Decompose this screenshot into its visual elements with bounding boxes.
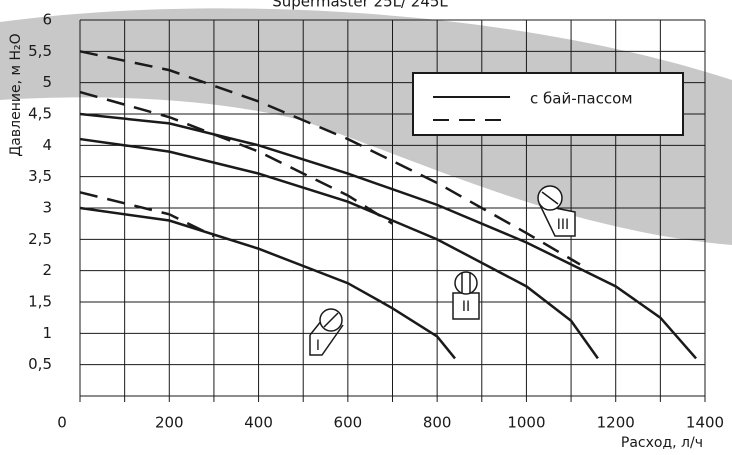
curve: [80, 208, 455, 358]
y-axis-label: Давление, м H₂O: [8, 33, 24, 156]
x-tick-label: 800: [423, 414, 452, 432]
x-tick-label: 0: [57, 414, 67, 432]
y-tick-label: 4,5: [28, 105, 52, 123]
x-tick-label: 1000: [507, 414, 545, 432]
x-tick-label: 600: [334, 414, 363, 432]
chart-title: Supermaster 25L/ 245L: [272, 0, 448, 11]
y-tick-label: 2,5: [28, 230, 52, 248]
curve: [80, 192, 214, 236]
x-tick-label: 1400: [686, 414, 724, 432]
y-tick-label: 6: [42, 11, 52, 29]
x-tick-label: 200: [155, 414, 184, 432]
y-tick-label: 0,5: [28, 355, 52, 373]
y-tick-label: 4: [42, 136, 52, 154]
y-tick-label: 2: [42, 261, 52, 279]
y-tick-label: 1: [42, 324, 52, 342]
legend: с бай-пассом: [413, 73, 683, 135]
y-tick-label: 3: [42, 199, 52, 217]
x-tick-label: 1200: [597, 414, 635, 432]
legend-label: с бай-пассом: [530, 90, 633, 108]
x-axis-label: Расход, л/ч: [621, 435, 703, 451]
y-tick-label: 3,5: [28, 167, 52, 185]
x-tick-label: 400: [244, 414, 273, 432]
y-tick-label: 5,5: [28, 42, 52, 60]
speed-label: I: [316, 338, 320, 354]
speed-label: II: [462, 299, 470, 315]
y-tick-label: 5: [42, 73, 52, 91]
y-tick-label: 1,5: [28, 293, 52, 311]
chart: Supermaster 25L/ 245L Давление, м H₂O Ра…: [0, 0, 732, 455]
speed-label: III: [557, 217, 569, 233]
